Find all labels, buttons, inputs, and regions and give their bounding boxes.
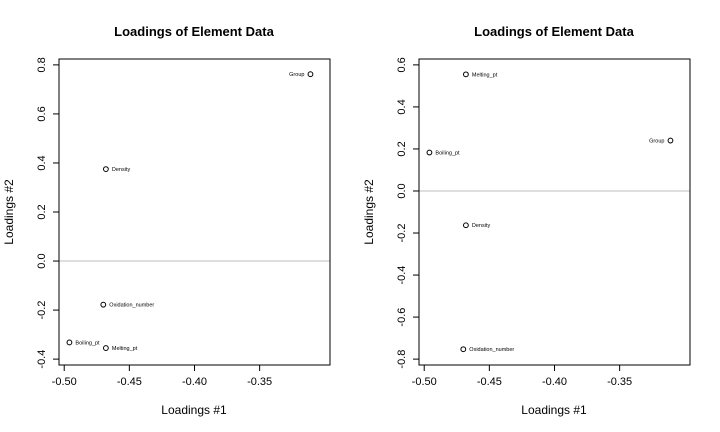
y-tick-label: 0.8 <box>36 57 48 72</box>
chart-panel-1: Loadings of Element Data -0.50 -0.45 -0.40 -… <box>2 24 331 417</box>
x-tick-label: -0.50 <box>52 376 77 388</box>
y-tick-label: 0.6 <box>36 106 48 121</box>
x-tick-label: -0.35 <box>247 376 272 388</box>
plot-frame <box>58 58 331 366</box>
y-tick-label: -0.6 <box>396 308 408 327</box>
y-tick-label: 0.2 <box>36 204 48 219</box>
y-tick-label: 0.0 <box>36 253 48 268</box>
data-point <box>103 345 109 351</box>
x-tick-label: -0.35 <box>607 376 632 388</box>
x-axis-label: Loadings #1 <box>161 403 227 417</box>
y-tick-label: 0.4 <box>36 155 48 170</box>
x-tick-label: -0.45 <box>477 376 502 388</box>
point-label: Melting_pt <box>112 346 138 352</box>
point-label: Density <box>472 223 491 229</box>
y-tick-label: 0.6 <box>396 57 408 72</box>
x-axis-label: Loadings #1 <box>521 403 587 417</box>
point-label: Density <box>112 167 131 173</box>
x-tick-label: -0.40 <box>542 376 567 388</box>
data-point <box>667 137 674 144</box>
x-tick-label: -0.40 <box>182 376 207 388</box>
y-tick-label: 0.0 <box>396 183 408 198</box>
chart-title: Loadings of Element Data <box>114 24 274 39</box>
chart-title: Loadings of Element Data <box>474 24 634 39</box>
data-point <box>460 346 467 353</box>
y-axis-label: Loadings #2 <box>2 179 16 245</box>
chart-panel-2: Loadings of Element Data -0.50 -0.45 -0.40 -… <box>362 24 691 417</box>
data-point <box>426 149 433 156</box>
y-tick-label: 0.2 <box>396 141 408 156</box>
data-point <box>66 339 73 346</box>
point-label: Oxidation_number <box>469 347 514 353</box>
y-axis-label: Loadings #2 <box>362 179 376 245</box>
point-label: Boiling_pt <box>75 340 100 346</box>
y-tick-label: -0.2 <box>36 301 48 320</box>
data-point <box>463 71 469 78</box>
data-point <box>307 71 314 78</box>
y-tick-label: -0.2 <box>396 224 408 243</box>
point-label: Melting_pt <box>472 72 498 78</box>
x-tick-label: -0.45 <box>117 376 142 388</box>
x-tick-label: -0.50 <box>412 376 437 388</box>
point-label: Oxidation_number <box>109 303 154 309</box>
point-label: Group <box>649 139 664 145</box>
data-point <box>463 222 469 229</box>
y-tick-label: -0.4 <box>36 350 48 369</box>
plot-frame <box>418 58 691 366</box>
data-point <box>103 166 109 172</box>
y-tick-label: -0.8 <box>396 350 408 369</box>
point-label: Group <box>289 72 304 78</box>
y-tick-label: -0.4 <box>396 266 408 285</box>
y-tick-label: 0.4 <box>396 99 408 114</box>
point-label: Boiling_pt <box>435 151 460 157</box>
data-point <box>100 301 107 308</box>
